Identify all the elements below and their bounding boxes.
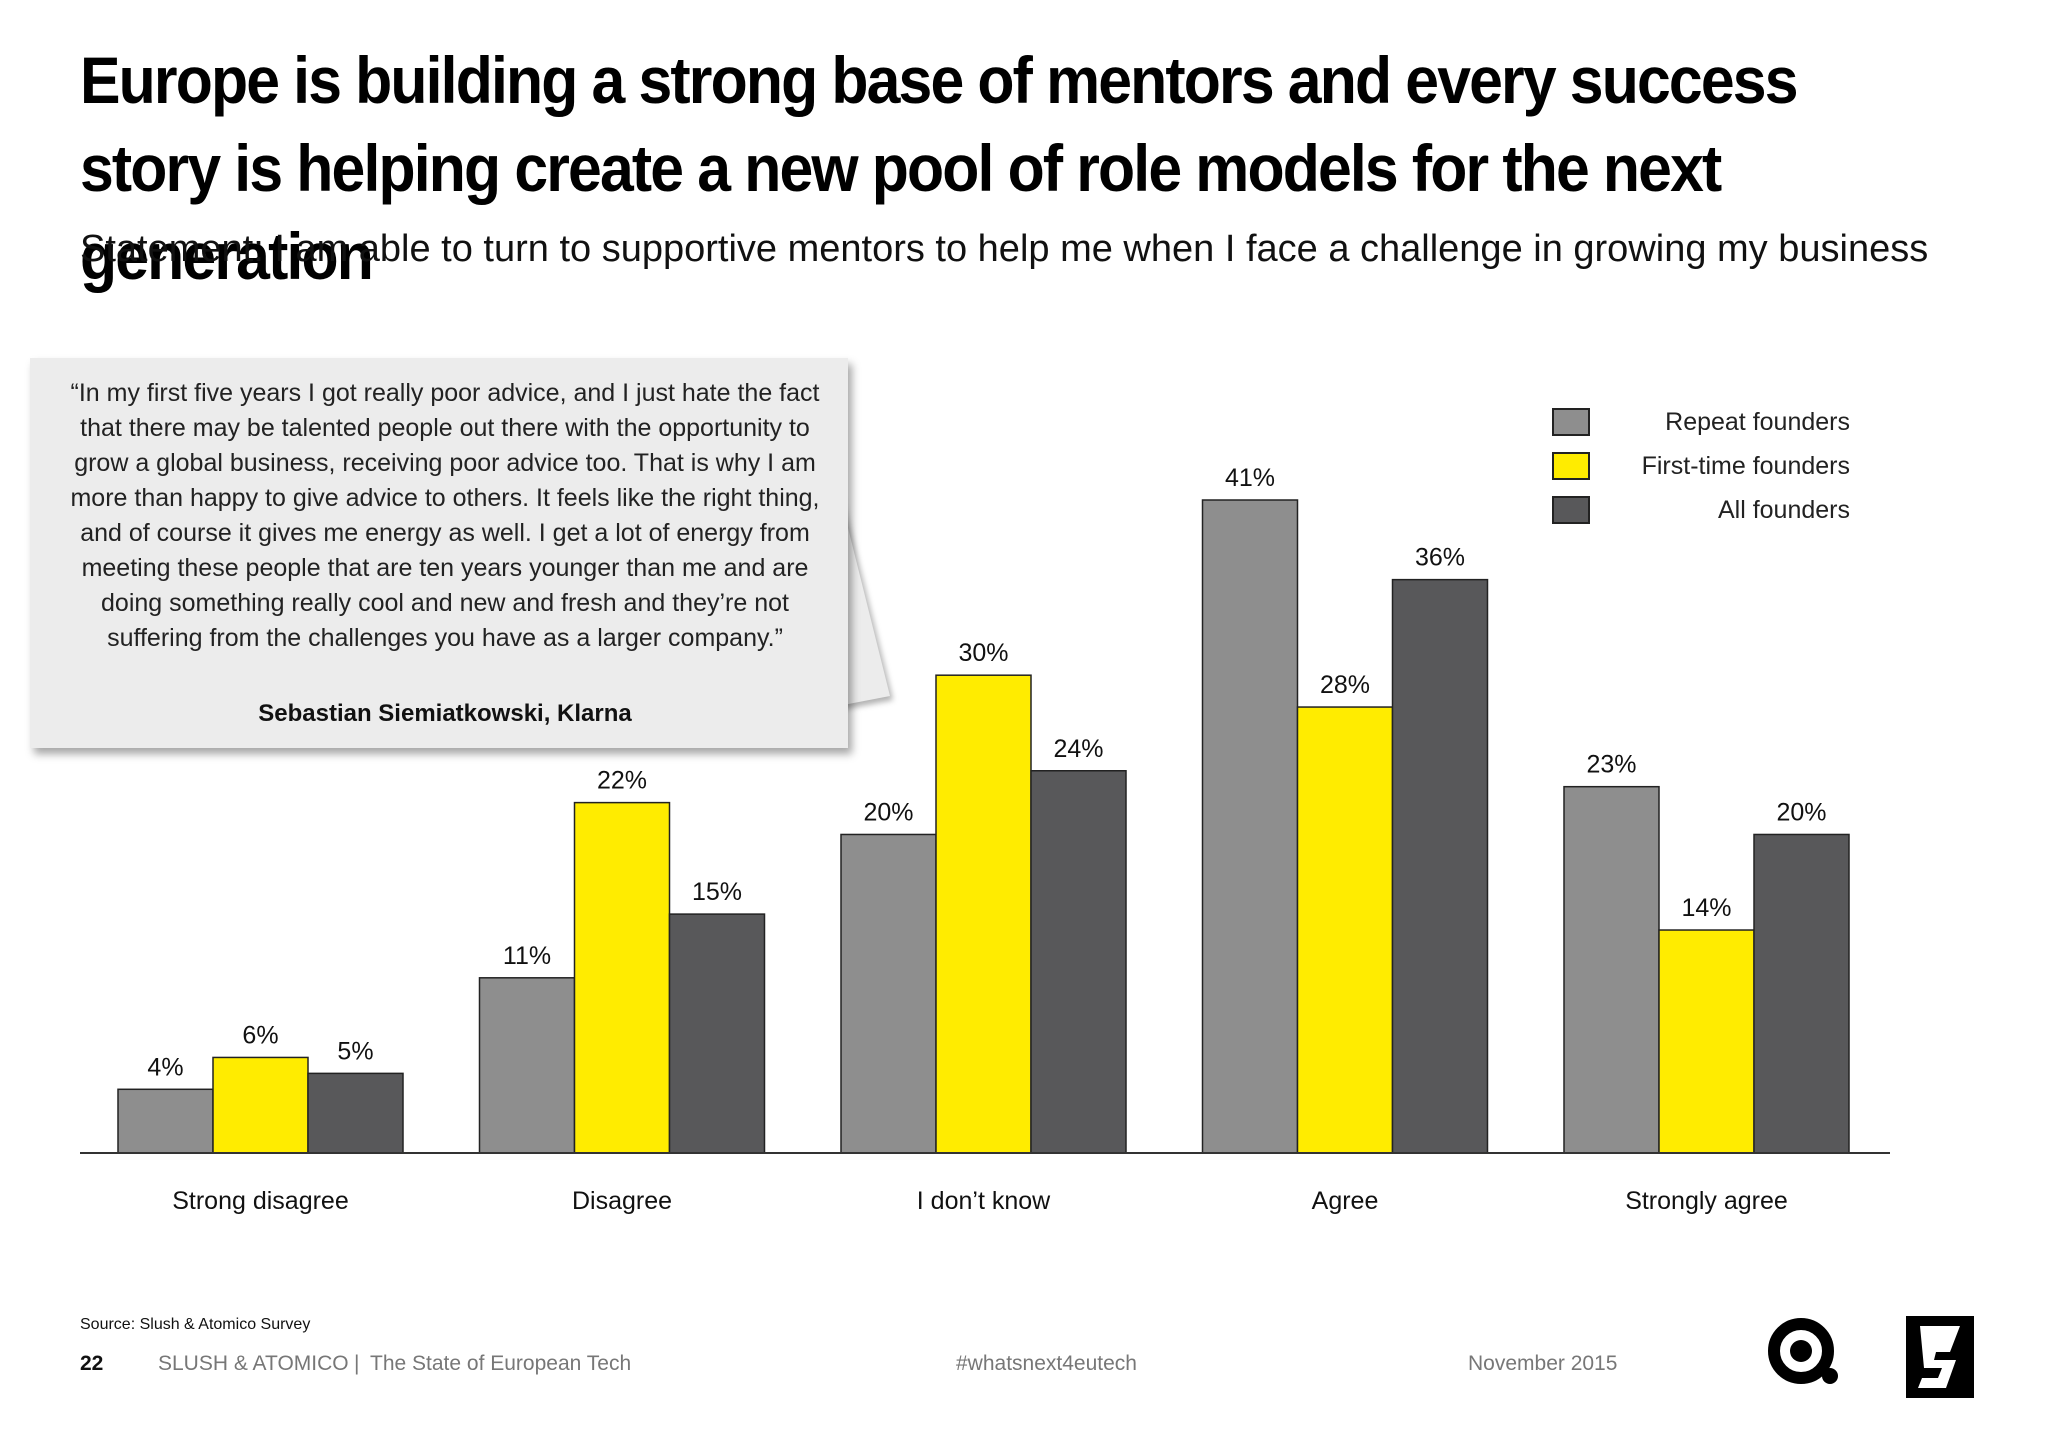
legend-swatch	[1552, 496, 1590, 524]
bar-all-1	[668, 913, 766, 1154]
quote-box	[30, 358, 848, 748]
data-label: 36%	[1415, 544, 1465, 572]
x-tick-label: Strong disagree	[172, 1187, 349, 1215]
data-label: 20%	[1776, 798, 1826, 826]
bar-repeat-2	[840, 833, 937, 1154]
data-label: 5%	[337, 1037, 373, 1065]
legend-swatch	[1552, 452, 1590, 480]
legend-label: All founders	[1717, 496, 1850, 524]
footer-separator: |	[354, 1352, 360, 1375]
x-tick-label: Disagree	[572, 1187, 672, 1215]
data-label: 24%	[1053, 735, 1103, 763]
bar-all-0	[307, 1072, 404, 1154]
bar-repeat-1	[478, 977, 576, 1154]
x-tick-label: Agree	[1312, 1187, 1379, 1215]
chart-legend: Repeat founders First-time founders All …	[1550, 406, 1850, 538]
page-subtitle: Statement: I am able to turn to supporti…	[80, 228, 1929, 270]
legend-item-repeat-founders: Repeat founders	[1550, 406, 1850, 450]
bar-first-time-2	[935, 674, 1032, 1154]
legend-swatch	[1552, 408, 1590, 436]
bar-repeat-0	[117, 1088, 214, 1154]
legend-label: Repeat founders	[1665, 408, 1850, 436]
data-label: 20%	[863, 798, 913, 826]
bar-first-time-0	[212, 1056, 309, 1154]
legend-item-first-time-founders: First-time founders	[1550, 450, 1850, 494]
bar-first-time-4	[1658, 929, 1755, 1154]
bar-all-2	[1030, 770, 1127, 1154]
data-label: 15%	[692, 878, 742, 906]
atomico-logo-tail-icon	[1822, 1368, 1838, 1384]
bar-first-time-3	[1296, 706, 1394, 1154]
x-tick-label: I don’t know	[917, 1187, 1051, 1215]
data-label: 6%	[242, 1021, 278, 1049]
data-label: 28%	[1320, 671, 1370, 699]
atomico-logo-dot-icon	[1790, 1340, 1812, 1362]
quote-text: “In my first five years I got really poo…	[70, 379, 820, 652]
x-tick-label: Strongly agree	[1625, 1187, 1788, 1215]
footer-report-title: The State of European Tech	[370, 1352, 632, 1375]
data-label: 11%	[503, 942, 551, 970]
page-number: 22	[80, 1352, 104, 1375]
bar-all-4	[1753, 833, 1850, 1154]
data-label: 41%	[1225, 464, 1275, 492]
slush-logo-icon	[1906, 1316, 1974, 1398]
legend-label: First-time founders	[1641, 452, 1850, 480]
legend-item-all-founders: All founders	[1550, 494, 1850, 538]
bar-all-3	[1391, 578, 1489, 1154]
source-note: Source: Slush & Atomico Survey	[80, 1316, 311, 1333]
bar-repeat-4	[1563, 785, 1660, 1154]
footer-hashtag: #whatsnext4eutech	[956, 1352, 1137, 1375]
data-label: 22%	[597, 767, 647, 795]
data-label: 4%	[147, 1053, 183, 1081]
bar-first-time-1	[573, 801, 671, 1154]
footer-date: November 2015	[1468, 1352, 1618, 1375]
bar-repeat-3	[1201, 499, 1299, 1154]
page-title: Europe is building a strong base of ment…	[80, 43, 1798, 293]
quote-author: Sebastian Siemiatkowski, Klarna	[258, 700, 632, 727]
data-label: 30%	[958, 639, 1008, 667]
data-label: 14%	[1681, 894, 1731, 922]
data-label: 23%	[1586, 751, 1636, 779]
quote-bubble-tail	[838, 488, 890, 706]
footer-publisher: SLUSH & ATOMICO	[158, 1352, 349, 1375]
